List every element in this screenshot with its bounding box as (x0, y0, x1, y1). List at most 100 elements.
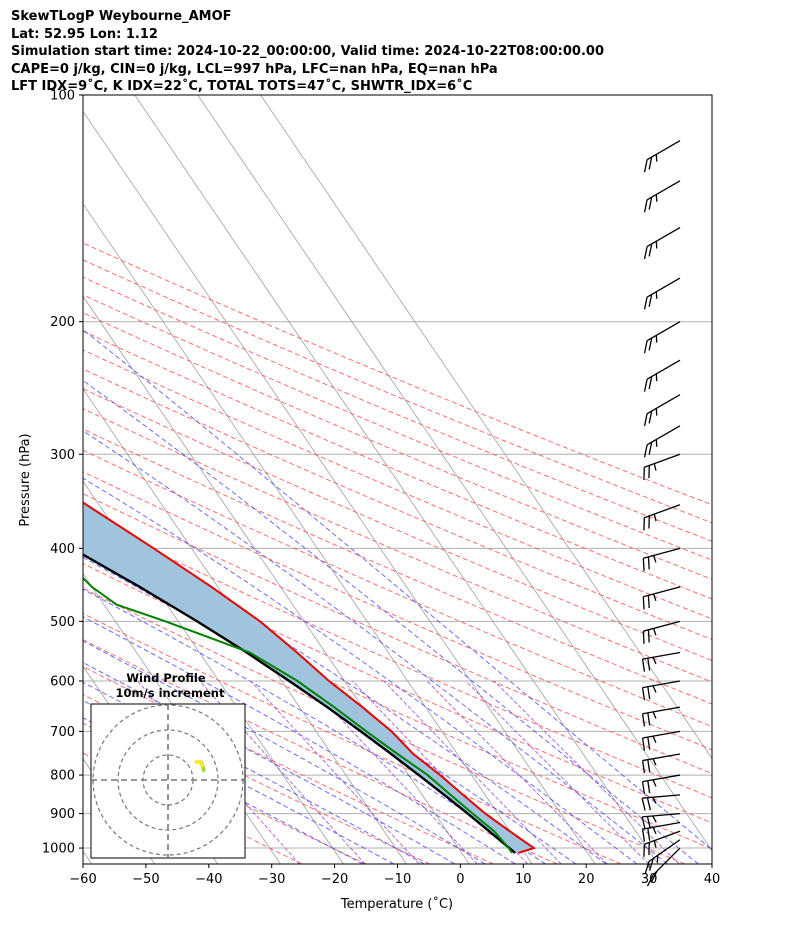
isotherm-line (134, 95, 659, 864)
x-tick-label: −10 (384, 872, 411, 887)
isotherm-line (83, 203, 533, 864)
wind-barb-shaft (642, 794, 681, 799)
wind-barb-feather (648, 294, 653, 307)
wind-barb-feather (648, 376, 653, 390)
wind-barb (641, 651, 681, 672)
wind-barb-feather (646, 797, 652, 811)
dewpoint-line (83, 576, 513, 854)
y-axis-ticks: 100 200 300 400 500 600 700 800 900 1000 (42, 89, 83, 857)
wind-barb (641, 706, 681, 727)
moist-adiabat-line (83, 717, 364, 864)
x-axis-ticks: −60 −50 −40 −30 −20 −10 0 10 20 30 40 (69, 864, 720, 887)
wind-barb (646, 847, 681, 887)
x-tick-label: −40 (195, 872, 222, 887)
wind-barb-feather (646, 874, 654, 887)
wind-barb-shaft (646, 227, 681, 248)
wind-barb-feather (652, 685, 657, 693)
wind-barb-feather (641, 713, 646, 727)
wind-barb (643, 453, 681, 480)
wind-barb-feather (643, 379, 648, 392)
mixing-ratio-line (304, 680, 478, 864)
wind-barb-feather (648, 337, 653, 351)
wind-barb-shaft (644, 504, 681, 519)
moist-adiabat-line (83, 379, 699, 864)
header-times: Simulation start time: 2024-10-22_00:00:… (11, 44, 604, 59)
wind-barb-feather (652, 628, 657, 636)
x-tick-label: −50 (132, 872, 159, 887)
moist-adiabat-line (83, 662, 455, 864)
wind-barb-shaft (642, 753, 681, 762)
wind-barb-feather (648, 197, 653, 210)
wind-barb-shaft (642, 706, 681, 715)
wind-barb-feather (643, 199, 648, 213)
x-axis-label: Temperature (˚C) (340, 896, 453, 912)
moist-adiabat-line (83, 430, 668, 864)
wind-barb-feather (647, 595, 650, 609)
header-indices-1: CAPE=0 j/kg, CIN=0 j/kg, LCL=997 hPa, LF… (11, 61, 498, 77)
wind-barb-shaft (642, 774, 681, 783)
wind-barb-feather (643, 444, 648, 458)
wind-barb (643, 277, 681, 310)
wind-barb-feather (642, 558, 645, 571)
wind-barb-feather (648, 243, 653, 257)
moist-adiabat-line (83, 699, 394, 864)
wind-barb (643, 140, 681, 173)
wind-barb-feather (641, 781, 646, 795)
y-tick-label: 800 (50, 769, 75, 784)
dry-adiabat-line (83, 242, 712, 506)
header-indices-2: LFT IDX=9˚C, K IDX=22˚C, TOTAL TOTS=47˚C… (11, 79, 473, 94)
wind-barb-feather (648, 410, 653, 424)
y-tick-label: 900 (50, 807, 75, 822)
mixing-ratio-line (383, 680, 562, 864)
wind-barb (641, 680, 681, 701)
wind-barb-feather (641, 659, 646, 672)
moist-adiabat-line (83, 519, 607, 864)
wind-barb-shaft (646, 180, 681, 201)
wind-barb (641, 753, 681, 774)
wind-barb-feather (647, 780, 651, 794)
dry-adiabat-line (83, 330, 712, 600)
x-tick-label: 30 (641, 872, 658, 887)
temperature-line (83, 501, 537, 854)
wind-barb-shaft (642, 730, 681, 739)
wind-barb-feather (652, 815, 657, 823)
wind-barb (643, 227, 681, 260)
wind-barb-feather (643, 413, 648, 427)
wind-barb (643, 394, 681, 427)
wind-barb (644, 839, 681, 874)
wind-barb-feather (643, 340, 648, 354)
wind-barb-shaft (644, 830, 681, 845)
y-tick-label: 200 (50, 315, 75, 330)
wind-barb-feather (641, 829, 646, 842)
dry-adiabat-line (83, 471, 712, 751)
wind-barb (641, 794, 681, 811)
y-tick-label: 100 (50, 89, 75, 104)
x-tick-label: −30 (258, 872, 285, 887)
wind-barb (642, 620, 681, 644)
wind-barb-feather (643, 296, 648, 310)
wind-barb-feather (647, 686, 651, 700)
wind-barb-feather (643, 159, 648, 173)
wind-barb-shaft (646, 394, 681, 415)
inset-subtitle: 10m/s increment (116, 686, 225, 700)
wind-barb-feather (652, 796, 657, 804)
x-tick-label: 40 (704, 872, 721, 887)
wind-barb-feather (650, 870, 658, 883)
wind-barb-shaft (642, 821, 681, 830)
wind-barb-feather (641, 687, 646, 701)
wind-barb-feather (642, 596, 645, 610)
wind-barb-feather (641, 737, 646, 751)
wind-barb-feather (642, 631, 645, 644)
wind-barb-shaft (643, 620, 681, 632)
wind-barb-feather (641, 760, 646, 774)
wind-barb (642, 547, 681, 571)
wind-barb-shaft (646, 321, 681, 342)
x-tick-label: −60 (69, 872, 96, 887)
moist-adiabat-line (83, 329, 712, 851)
wind-barb-shaft (643, 547, 681, 559)
moist-adiabat-line (83, 477, 638, 864)
wind-barb (643, 321, 681, 354)
wind-barb-shaft (642, 651, 681, 660)
wind-barb-feather (647, 759, 651, 773)
wind-barb-shaft (646, 425, 681, 446)
